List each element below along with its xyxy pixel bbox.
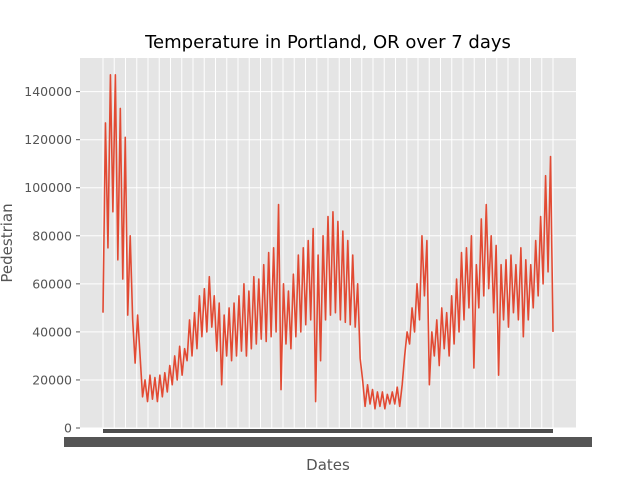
y-axis: 0 20000 40000 60000 80000 100000 120000 140000 [24,84,80,436]
series [102,74,554,410]
y-tick-label: 140000 [24,84,72,99]
chart-title: Temperature in Portland, OR over 7 days [144,32,511,53]
x-tick-labels-overlapped [64,437,592,447]
y-tick-label: 0 [64,421,72,436]
x-tick-marks [103,429,553,433]
y-tick-label: 100000 [24,180,72,195]
y-tick-label: 80000 [32,228,72,243]
series-line [102,74,554,410]
y-tick-label: 20000 [32,372,72,387]
x-axis [64,429,592,447]
y-tick-label: 60000 [32,276,72,291]
y-tick-label: 40000 [32,324,72,339]
grid [80,58,576,429]
y-tick-label: 120000 [24,132,72,147]
y-axis-label: Pedestrian [0,203,16,282]
x-axis-label: Dates [306,456,350,474]
